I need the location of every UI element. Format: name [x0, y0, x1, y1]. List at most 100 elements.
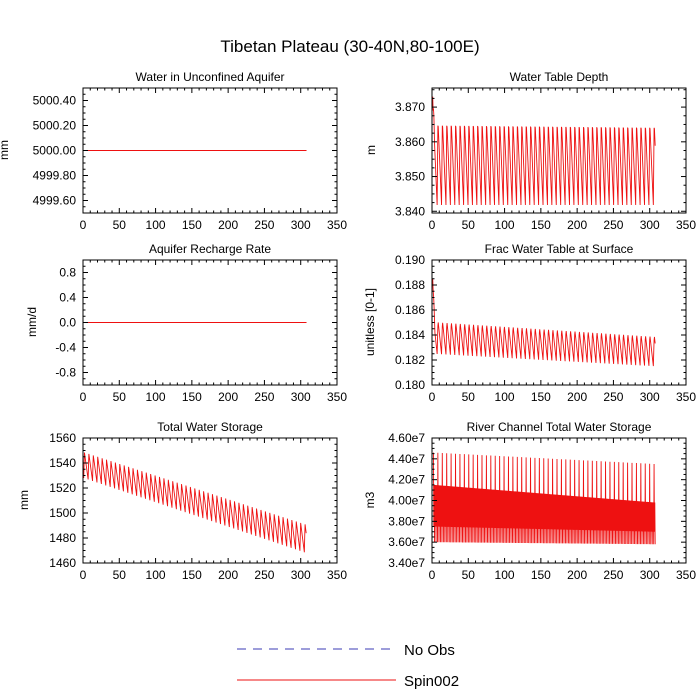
y-axis-label: mm/d: [25, 307, 39, 337]
plot-area: 0 50 100 150 200 250 300 350 3.40e7 3.60e7 3.80e7 4…: [388, 431, 696, 582]
y-axis-label: m3: [363, 491, 377, 508]
x-tick-label: 50: [462, 218, 476, 232]
y-tick-label: 4999.60: [33, 194, 77, 208]
x-tick-label: 300: [291, 218, 311, 232]
x-tick-label: 0: [80, 568, 87, 582]
x-tick-label: 350: [327, 568, 347, 582]
y-tick-label: 3.40e7: [388, 556, 425, 570]
panel-total-water-storage: Total Water Storage mm 0 50 100 150 200 250 30…: [17, 420, 347, 582]
x-tick-label: 250: [254, 390, 274, 404]
x-tick-label: 250: [603, 568, 623, 582]
x-tick-label: 0: [80, 390, 87, 404]
x-tick-label: 150: [531, 390, 551, 404]
y-tick-label: 4.40e7: [388, 452, 425, 466]
x-tick-label: 50: [462, 568, 476, 582]
panel-water-table-depth: Water Table Depth m 0 50 100 150 200 250 300 35…: [364, 70, 696, 232]
x-tick-label: 150: [182, 390, 202, 404]
x-tick-label: 200: [218, 218, 238, 232]
x-tick-label: 0: [429, 568, 436, 582]
x-tick-label: 150: [531, 218, 551, 232]
x-tick-label: 250: [603, 390, 623, 404]
y-tick-label: 1500: [49, 506, 76, 520]
legend-label-spin002: Spin002: [404, 673, 459, 690]
legend: No Obs Spin002: [237, 642, 459, 690]
y-tick-label: 1560: [49, 431, 76, 445]
x-tick-label: 150: [182, 568, 202, 582]
y-tick-label: 3.80e7: [388, 514, 425, 528]
x-tick-label: 250: [254, 218, 274, 232]
y-tick-label: 5000.40: [33, 94, 77, 108]
y-tick-label: 0.182: [395, 353, 425, 367]
x-tick-label: 100: [495, 390, 515, 404]
y-tick-label: 0.0: [59, 316, 76, 330]
y-tick-label: 1480: [49, 531, 76, 545]
series-line-spin002: [433, 452, 656, 545]
panel-title: Frac Water Table at Surface: [485, 242, 634, 256]
x-tick-label: 0: [429, 218, 436, 232]
panel-frac-water-table-surface: Frac Water Table at Surface unitless [0-…: [363, 242, 696, 404]
plot-area: 0 50 100 150 200 250 300 350 3.840 3.850 3.860 3.87…: [395, 87, 696, 232]
y-tick-label: 0.190: [395, 253, 425, 267]
x-tick-label: 250: [254, 568, 274, 582]
x-tick-label: 350: [676, 390, 696, 404]
x-tick-label: 200: [567, 218, 587, 232]
series-line-spin002: [83, 452, 307, 553]
y-tick-label: 4.20e7: [388, 473, 425, 487]
x-tick-label: 50: [462, 390, 476, 404]
figure-title: Tibetan Plateau (30-40N,80-100E): [220, 37, 479, 56]
x-tick-label: 50: [113, 218, 127, 232]
y-tick-label: 3.860: [395, 135, 425, 149]
x-tick-label: 200: [567, 390, 587, 404]
y-tick-label: 5000.00: [33, 144, 77, 158]
x-tick-label: 200: [567, 568, 587, 582]
x-tick-label: 300: [640, 390, 660, 404]
x-tick-label: 150: [531, 568, 551, 582]
series-line-spin002: [432, 278, 656, 367]
y-tick-label: 3.840: [395, 204, 425, 218]
x-tick-label: 200: [218, 568, 238, 582]
x-tick-label: 300: [640, 568, 660, 582]
y-tick-label: 5000.20: [33, 119, 77, 133]
y-tick-label: 0.188: [395, 278, 425, 292]
x-tick-label: 200: [218, 390, 238, 404]
x-tick-label: 0: [80, 218, 87, 232]
y-tick-label: 3.60e7: [388, 535, 425, 549]
x-tick-label: 350: [676, 218, 696, 232]
y-tick-label: 0.186: [395, 303, 425, 317]
plot-area: 0 50 100 150 200 250 300 350 0.180 0.182 0.184 0.18…: [395, 253, 696, 404]
x-tick-label: 300: [291, 390, 311, 404]
y-axis-label: mm: [0, 140, 11, 160]
x-tick-label: 300: [640, 218, 660, 232]
x-tick-label: 350: [327, 218, 347, 232]
x-tick-label: 350: [676, 568, 696, 582]
panel-title: River Channel Total Water Storage: [467, 420, 652, 434]
x-tick-label: 100: [495, 218, 515, 232]
x-tick-label: 50: [113, 390, 127, 404]
legend-label-no-obs: No Obs: [404, 642, 455, 659]
y-tick-label: 4.60e7: [388, 431, 425, 445]
y-tick-label: 3.850: [395, 170, 425, 184]
series-line-spin002: [432, 96, 656, 206]
y-axis-label: unitless [0-1]: [363, 288, 377, 356]
y-tick-label: 1460: [49, 556, 76, 570]
plot-area: 0 50 100 150 200 250 300 350 4999.60 4999.80 5000.…: [33, 87, 347, 232]
y-tick-label: -0.4: [55, 341, 76, 355]
x-tick-label: 100: [495, 568, 515, 582]
y-tick-label: 0.180: [395, 378, 425, 392]
x-tick-label: 250: [603, 218, 623, 232]
x-tick-label: 100: [146, 568, 166, 582]
panel-title: Water in Unconfined Aquifer: [136, 70, 285, 84]
x-tick-label: 0: [429, 390, 436, 404]
y-axis-label: m: [364, 145, 378, 155]
y-tick-label: 0.8: [59, 266, 76, 280]
x-tick-label: 100: [146, 390, 166, 404]
x-tick-label: 50: [113, 568, 127, 582]
plot-area: 0 50 100 150 200 250 300 350 -0.8 -0.4 0.0 0.4 0.8: [55, 259, 347, 404]
panel-title: Aquifer Recharge Rate: [149, 242, 271, 256]
x-tick-label: 300: [291, 568, 311, 582]
y-tick-label: 0.4: [59, 291, 76, 305]
y-tick-label: 4999.80: [33, 169, 77, 183]
y-tick-label: 1540: [49, 456, 76, 470]
panel-river-channel-storage: River Channel Total Water Storage m3 0 50…: [363, 420, 696, 582]
panel-aquifer-recharge-rate: Aquifer Recharge Rate mm/d 0 50 100 150 200 2…: [25, 242, 347, 404]
